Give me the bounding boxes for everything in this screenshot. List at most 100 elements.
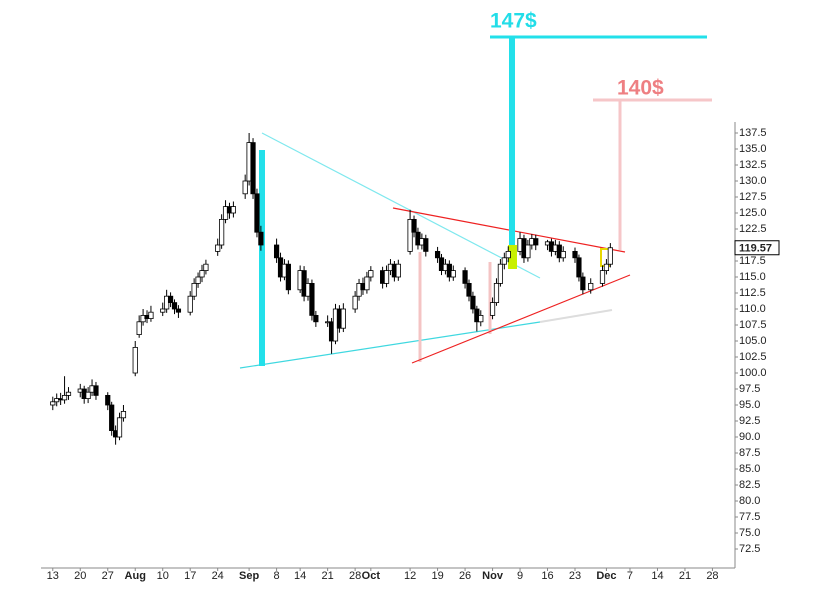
target-label: 147$ (490, 10, 537, 33)
highlight (508, 245, 517, 269)
x-tick-label: Nov (482, 570, 504, 582)
y-tick-label: 85.0 (739, 463, 760, 475)
candle (489, 297, 496, 320)
x-tick-label: Sep (239, 570, 259, 582)
candle (309, 279, 315, 321)
y-tick-label: 95.0 (739, 399, 760, 411)
candle-body (407, 218, 413, 252)
candle (132, 341, 138, 377)
candle (493, 278, 500, 306)
candle-body (250, 142, 256, 195)
candle-body (187, 295, 193, 313)
candle-body (105, 394, 111, 406)
candle (187, 291, 193, 316)
candle (580, 272, 586, 295)
last-price-box (734, 240, 780, 256)
target-label: 140$ (617, 77, 664, 100)
candle-body (132, 346, 138, 374)
y-tick-label: 100.0 (739, 367, 767, 379)
x-tick-label: 24 (212, 570, 224, 582)
candle (93, 381, 99, 400)
candle (395, 259, 401, 281)
candle (411, 215, 417, 238)
x-tick-label: 28 (706, 570, 718, 582)
x-tick-label: 8 (274, 570, 280, 582)
candle (407, 209, 413, 255)
candle (242, 174, 248, 199)
candle (501, 252, 507, 270)
candle-body (340, 308, 346, 329)
x-tick-label: 14 (651, 570, 663, 582)
candle (462, 267, 468, 289)
candle (285, 260, 291, 295)
x-tick-label: 7 (627, 570, 633, 582)
candle (219, 214, 225, 249)
candle-body (219, 218, 225, 246)
annotations: 147$ 140$ (239, 10, 712, 369)
y-tick-label: 80.0 (739, 495, 760, 507)
x-tick-label: 27 (102, 570, 114, 582)
candle (85, 387, 91, 404)
candle (171, 299, 178, 315)
candle-body (470, 295, 476, 310)
candle-body (423, 238, 429, 252)
y-tick-label: 92.5 (739, 415, 760, 427)
x-tick-label: 20 (74, 570, 86, 582)
candle-body (61, 394, 68, 401)
y-tick-label: 110.0 (739, 303, 766, 315)
candle-body (572, 250, 578, 259)
candle (505, 246, 511, 263)
candle-body (525, 244, 531, 259)
x-tick-label: 10 (157, 570, 169, 582)
candle (120, 405, 127, 422)
y-tick-label: 75.0 (739, 527, 760, 539)
candle-body (195, 276, 201, 284)
y-tick-label: 97.5 (739, 383, 760, 395)
x-tick-label: 21 (322, 570, 334, 582)
candle (466, 279, 472, 302)
candle-body (607, 247, 613, 265)
wedge-line (411, 274, 631, 364)
candle-body (285, 263, 291, 291)
y-tick-label: 130.0 (739, 175, 767, 187)
candle-body (160, 308, 166, 313)
candle (434, 246, 441, 263)
y-tick-label: 127.5 (739, 191, 767, 203)
candle (588, 278, 594, 294)
candle (105, 392, 111, 411)
x-tick-label: Dec (596, 570, 616, 582)
candle (230, 201, 237, 218)
x-tick-label: 26 (459, 570, 471, 582)
x-tick-label: 23 (569, 570, 581, 582)
candle (533, 234, 539, 251)
candle-body (466, 282, 472, 297)
x-tick-label: 21 (679, 570, 691, 582)
candle (167, 292, 174, 308)
y-tick-label: 90.0 (739, 431, 760, 443)
candle-body (85, 391, 91, 400)
last-price-label: 119.57 (739, 243, 772, 255)
candle-body (50, 401, 56, 406)
y-tick-label: 115.0 (739, 271, 766, 283)
candle (450, 265, 456, 281)
candle (65, 387, 72, 400)
x-tick-label: 12 (404, 570, 416, 582)
candle-body (493, 282, 500, 303)
candle (258, 225, 264, 251)
candle-body (116, 417, 123, 438)
candle-body (109, 404, 115, 432)
candle (273, 238, 280, 263)
candle (607, 243, 613, 268)
candle-body (273, 244, 280, 259)
y-tick-label: 102.5 (739, 351, 767, 363)
candle-body (203, 263, 209, 272)
candle (340, 303, 346, 333)
candle-body (352, 295, 358, 310)
candle-body (395, 263, 401, 278)
candle-body (588, 282, 594, 291)
candle-body (580, 276, 586, 291)
candle (423, 234, 429, 257)
candle-body (478, 314, 484, 323)
candle-body (167, 295, 174, 304)
